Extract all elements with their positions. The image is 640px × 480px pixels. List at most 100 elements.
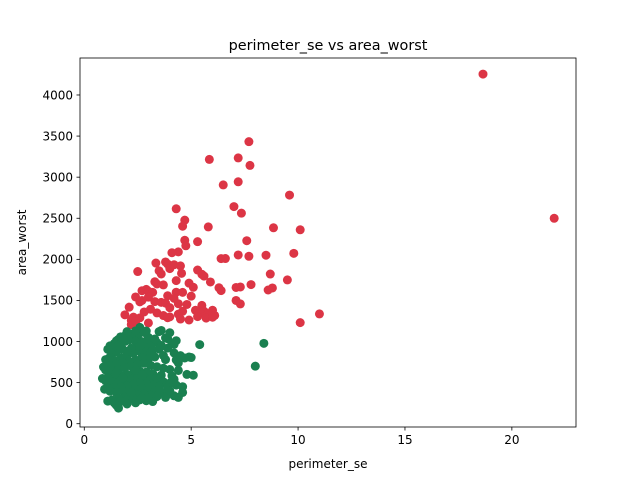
scatter-point-series-0 bbox=[163, 313, 173, 323]
scatter-point-series-1 bbox=[169, 374, 179, 384]
scatter-point-series-0 bbox=[151, 258, 161, 268]
scatter-point-series-1 bbox=[146, 348, 156, 358]
scatter-point-series-1 bbox=[173, 358, 183, 368]
scatter-point-series-0 bbox=[314, 309, 324, 319]
scatter-point-series-1 bbox=[163, 334, 173, 344]
x-tick-label: 0 bbox=[80, 433, 88, 447]
y-axis: 0 500 1000 1500 2000 2500 3000 3500 4000 bbox=[42, 88, 80, 431]
scatter-point-series-1 bbox=[161, 355, 171, 365]
scatter-point-series-0 bbox=[171, 276, 181, 286]
scatter-point-series-0 bbox=[244, 251, 254, 261]
scatter-point-series-1 bbox=[131, 326, 141, 336]
scatter-point-series-0 bbox=[233, 153, 243, 163]
scatter-point-series-0 bbox=[181, 241, 191, 251]
x-tick-label: 15 bbox=[397, 433, 412, 447]
chart-title: perimeter_se vs area_worst bbox=[229, 38, 428, 54]
scatter-point-series-1 bbox=[118, 333, 128, 343]
scatter-point-series-0 bbox=[231, 282, 241, 292]
scatter-point-series-0 bbox=[216, 286, 226, 296]
scatter-point-series-0 bbox=[295, 318, 305, 328]
scatter-point-series-0 bbox=[289, 248, 299, 258]
scatter-point-series-0 bbox=[120, 310, 130, 320]
scatter-point-series-0 bbox=[246, 280, 256, 290]
y-tick-label: 1000 bbox=[42, 335, 73, 349]
scatter-point-series-0 bbox=[193, 237, 203, 247]
scatter-point-series-1 bbox=[122, 327, 132, 337]
scatter-point-series-1 bbox=[163, 343, 173, 353]
scatter-point-series-1 bbox=[137, 370, 147, 380]
scatter-point-series-0 bbox=[261, 250, 271, 260]
scatter-point-series-1 bbox=[143, 394, 153, 404]
scatter-point-series-1 bbox=[154, 384, 164, 394]
scatter-point-series-0 bbox=[220, 254, 230, 264]
scatter-point-series-0 bbox=[171, 204, 181, 214]
scatter-point-series-0 bbox=[208, 312, 218, 322]
y-tick-label: 2500 bbox=[42, 212, 73, 226]
y-tick-label: 0 bbox=[65, 417, 73, 431]
y-tick-label: 1500 bbox=[42, 294, 73, 308]
scatter-point-series-1 bbox=[154, 344, 164, 354]
scatter-point-series-1 bbox=[173, 365, 183, 375]
scatter-point-series-1 bbox=[126, 387, 136, 397]
scatter-point-series-0 bbox=[175, 314, 185, 324]
y-tick-label: 3000 bbox=[42, 170, 73, 184]
scatter-point-series-0 bbox=[188, 282, 198, 292]
scatter-point-series-0 bbox=[186, 291, 196, 301]
scatter-point-series-0 bbox=[175, 261, 185, 271]
x-axis-label: perimeter_se bbox=[289, 457, 368, 471]
scatter-point-series-1 bbox=[250, 361, 260, 371]
scatter-point-series-0 bbox=[265, 269, 275, 279]
scatter-point-series-0 bbox=[478, 69, 488, 79]
scatter-point-series-0 bbox=[235, 299, 245, 309]
plot-frame bbox=[79, 57, 577, 428]
scatter-point-series-0 bbox=[218, 180, 228, 190]
scatter-point-series-0 bbox=[184, 315, 194, 325]
scatter-point-series-0 bbox=[242, 236, 252, 246]
y-tick-label: 2000 bbox=[42, 253, 73, 267]
scatter-point-series-0 bbox=[263, 285, 273, 295]
scatter-point-series-1 bbox=[113, 403, 123, 413]
scatter-point-series-1 bbox=[173, 392, 183, 402]
scatter-point-series-0 bbox=[177, 268, 187, 278]
scatter-point-series-0 bbox=[204, 154, 214, 164]
y-tick-label: 4000 bbox=[42, 88, 73, 102]
x-tick-label: 20 bbox=[504, 433, 519, 447]
scatter-point-series-0 bbox=[245, 160, 255, 170]
scatter-point-series-1 bbox=[118, 373, 128, 383]
scatter-point-series-0 bbox=[167, 248, 177, 258]
scatter-point-series-0 bbox=[229, 202, 239, 212]
scatter-point-series-1 bbox=[188, 370, 198, 380]
scatter-point-series-1 bbox=[131, 398, 141, 408]
x-tick-label: 10 bbox=[290, 433, 305, 447]
scatter-point-series-0 bbox=[233, 177, 243, 187]
scatter-point-series-1 bbox=[195, 340, 205, 350]
scatter-point-series-0 bbox=[268, 223, 278, 233]
scatter-point-series-0 bbox=[193, 312, 203, 322]
scatter-point-series-0 bbox=[178, 287, 188, 297]
scatter-point-series-0 bbox=[165, 303, 175, 313]
scatter-point-series-0 bbox=[282, 275, 292, 285]
scatter-point-series-1 bbox=[122, 346, 132, 356]
scatter-point-series-1 bbox=[175, 351, 185, 361]
y-axis-label: area_worst bbox=[15, 209, 29, 275]
scatter-point-series-1 bbox=[135, 341, 145, 351]
y-tick-label: 500 bbox=[50, 376, 73, 390]
scatter-point-series-0 bbox=[158, 280, 168, 290]
scatter-point-series-0 bbox=[549, 213, 559, 223]
scatter-point-series-0 bbox=[295, 225, 305, 235]
scatter-point-series-0 bbox=[143, 318, 153, 328]
scatter-point-series-1 bbox=[156, 325, 166, 335]
y-tick-label: 3500 bbox=[42, 129, 73, 143]
scatter-point-series-0 bbox=[233, 250, 243, 260]
scatter-point-series-0 bbox=[124, 302, 134, 312]
scatter-point-series-0 bbox=[285, 190, 295, 200]
scatter-point-series-1 bbox=[152, 373, 162, 383]
scatter-point-series-0 bbox=[203, 222, 213, 232]
scatter-point-series-0 bbox=[244, 137, 254, 147]
x-axis: 0 5 10 15 20 bbox=[80, 427, 520, 447]
scatter-point-series-0 bbox=[173, 299, 183, 309]
scatter-point-series-0 bbox=[182, 299, 192, 309]
scatter-point-series-0 bbox=[236, 208, 246, 218]
scatter-point-series-1 bbox=[186, 353, 196, 363]
